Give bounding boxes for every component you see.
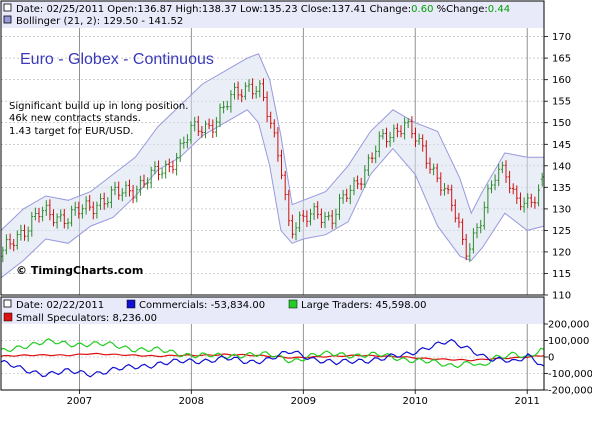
price-tick-label: 115 [552, 269, 571, 280]
price-legend: Date: 02/25/2011 Open:136.87 High:138.37… [3, 3, 510, 27]
annotation-line-2: 46k new contracts stands. [9, 113, 141, 124]
price-panel: Date: 02/25/2011 Open:136.87 High:138.37… [0, 0, 571, 302]
cot-legend: Date: 02/22/2011 Commercials: -53,834.00… [3, 299, 426, 324]
price-tick-label: 165 [552, 54, 571, 65]
large-traders-swatch [288, 299, 298, 309]
header-part-7: %Change: [437, 4, 488, 15]
header-part-2: High:138.37 [176, 4, 241, 15]
price-tick-label: 170 [552, 32, 571, 43]
header-part-0: Date: 02/25/2011 [16, 4, 107, 15]
price-tick-label: 140 [552, 161, 571, 172]
legend-box [3, 3, 12, 12]
x-tick-label: 2008 [179, 396, 204, 407]
x-tick-label: 2010 [402, 396, 427, 407]
x-tick-label: 2007 [67, 396, 92, 407]
cot-axis: -200,000 -100,000 0 100,000 200,000 [544, 320, 592, 397]
chart-title: Euro - Globex - Continuous [20, 51, 214, 68]
cot-tick-label: 0 [548, 353, 554, 364]
cot-tick-label: -100,000 [548, 369, 592, 380]
price-tick-label: 155 [552, 97, 571, 108]
price-tick-label: 120 [552, 247, 571, 258]
price-header-band [1, 1, 544, 28]
header-part-6: 0.60 [411, 4, 436, 15]
header-part-1: Open:136.87 [107, 4, 175, 15]
header-part-4: Close:137.41 [301, 4, 370, 15]
header-part-5: Change: [370, 4, 412, 15]
price-tick-label: 135 [552, 183, 571, 194]
price-tick-label: 160 [552, 75, 571, 86]
bollinger-band-fill [1, 53, 544, 278]
commercials-line [0, 338, 545, 378]
bollinger-legend-swatch [3, 15, 12, 24]
cot-date: Date: 02/22/2011 [16, 300, 104, 311]
commercials-swatch [126, 299, 136, 309]
annotation-line-1: Significant build up in long position. [9, 101, 188, 112]
price-panel-border [0, 0, 545, 296]
small-speculators-label: Small Speculators: 8,236.00 [16, 313, 157, 324]
cot-year-separators [79, 324, 528, 390]
header-part-8: 0.44 [488, 4, 510, 15]
price-ohlc-readout: Date: 02/25/2011 Open:136.87 High:138.37… [16, 4, 510, 15]
annotation: Significant build up in long position. 4… [9, 101, 188, 137]
cot-panel: Date: 02/22/2011 Commercials: -53,834.00… [0, 296, 592, 407]
large-traders-line [0, 338, 545, 369]
cot-tick-label: -200,000 [548, 386, 592, 397]
commercials-label: Commercials: -53,834.00 [139, 300, 265, 311]
bollinger-legend-label: Bollinger (21, 2): 129.50 - 141.52 [16, 16, 183, 27]
price-tick-label: 130 [552, 204, 571, 215]
cot-tick-label: 100,000 [548, 336, 589, 347]
time-axis: 2007 2008 2009 2010 2011 [67, 390, 540, 407]
price-tick-label: 150 [552, 118, 571, 129]
header-part-3: Low:135.23 [240, 4, 301, 15]
price-tick-label: 125 [552, 226, 571, 237]
cot-header-band [1, 297, 544, 324]
x-tick-label: 2009 [291, 396, 316, 407]
bollinger-upper-line [0, 53, 544, 231]
x-tick-label: 2011 [514, 396, 539, 407]
cot-series [0, 338, 545, 378]
price-bars [1, 78, 544, 263]
bollinger-lower-line [0, 109, 545, 279]
cot-panel-border [0, 296, 545, 391]
large-traders-label: Large Traders: 45,598.00 [301, 300, 426, 311]
price-axis: 110 115 120 125 130 135 140 145 150 155 160 165 170 [544, 32, 571, 302]
small-speculators-swatch [3, 312, 13, 322]
price-tick-label: 145 [552, 140, 571, 151]
watermark: © TimingCharts.com [16, 264, 143, 277]
cot-legend-box [3, 299, 12, 308]
price-tick-label: 110 [552, 291, 571, 302]
cot-tick-label: 200,000 [548, 320, 589, 331]
annotation-line-3: 1.43 target for EUR/USD. [9, 126, 133, 137]
